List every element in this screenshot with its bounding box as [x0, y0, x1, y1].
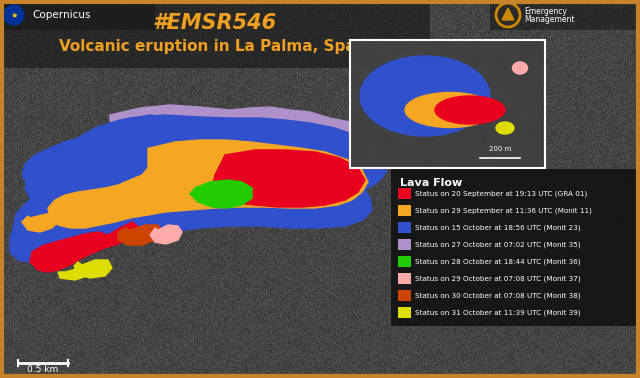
Bar	[398, 239, 411, 250]
Text: Copernicus: Copernicus	[32, 10, 90, 20]
Polygon shape	[45, 105, 375, 200]
Polygon shape	[30, 222, 140, 272]
Polygon shape	[502, 8, 514, 20]
Bar	[398, 273, 411, 284]
Bar	[398, 290, 411, 301]
Bar	[398, 205, 411, 216]
Polygon shape	[190, 180, 252, 208]
Polygon shape	[10, 224, 42, 262]
Text: Status on 28 October at 18:44 UTC (Monit 36): Status on 28 October at 18:44 UTC (Monit…	[415, 258, 580, 265]
Text: Lava Flow: Lava Flow	[400, 178, 462, 188]
Text: Emergency: Emergency	[524, 8, 567, 17]
Bar	[490, 0, 640, 30]
Bar	[0, 0, 430, 68]
Ellipse shape	[405, 93, 495, 127]
Text: Status on 30 October at 07:08 UTC (Monit 38): Status on 30 October at 07:08 UTC (Monit…	[415, 292, 580, 299]
Text: Status on 27 October at 07:02 UTC (Monit 35): Status on 27 October at 07:02 UTC (Monit…	[415, 241, 580, 248]
Bar	[398, 188, 411, 199]
Text: Status on 15 October at 18:56 UTC (Monit 23): Status on 15 October at 18:56 UTC (Monit…	[415, 224, 580, 231]
Bar	[390, 168, 638, 326]
Bar	[398, 307, 411, 318]
Polygon shape	[212, 150, 365, 207]
Text: Status on 29 October at 07:08 UTC (Monit 37): Status on 29 October at 07:08 UTC (Monit…	[415, 275, 580, 282]
Ellipse shape	[496, 122, 514, 134]
Circle shape	[4, 5, 24, 25]
Bar	[0, 0, 155, 30]
Polygon shape	[118, 225, 162, 245]
Bar	[350, 40, 545, 168]
Text: 200 m: 200 m	[489, 146, 511, 152]
Text: Status on 31 October at 11:39 UTC (Monit 39): Status on 31 October at 11:39 UTC (Monit…	[415, 309, 580, 316]
Text: 0.5 km: 0.5 km	[28, 366, 59, 375]
Polygon shape	[74, 260, 112, 278]
Polygon shape	[18, 115, 388, 252]
Polygon shape	[22, 212, 60, 232]
Text: ★: ★	[10, 11, 18, 20]
Text: Volcanic eruption in La Palma, Spain: Volcanic eruption in La Palma, Spain	[59, 39, 371, 54]
Bar	[398, 222, 411, 233]
Ellipse shape	[435, 96, 505, 124]
Ellipse shape	[360, 56, 490, 136]
Text: Status on 29 September at 11:36 UTC (Monit 11): Status on 29 September at 11:36 UTC (Mon…	[415, 207, 592, 214]
Bar	[398, 256, 411, 267]
Polygon shape	[150, 225, 182, 244]
Text: Management: Management	[524, 14, 575, 23]
Polygon shape	[48, 140, 368, 228]
Text: #EMSR546: #EMSR546	[153, 13, 277, 33]
Text: Status on 20 September at 19:13 UTC (GRA 01): Status on 20 September at 19:13 UTC (GRA…	[415, 190, 588, 197]
Polygon shape	[14, 115, 386, 246]
Polygon shape	[58, 265, 95, 280]
Ellipse shape	[513, 62, 527, 74]
